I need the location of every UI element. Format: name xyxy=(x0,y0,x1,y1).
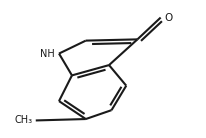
Text: O: O xyxy=(164,13,172,22)
Text: CH₃: CH₃ xyxy=(15,116,33,125)
Text: NH: NH xyxy=(40,49,55,59)
